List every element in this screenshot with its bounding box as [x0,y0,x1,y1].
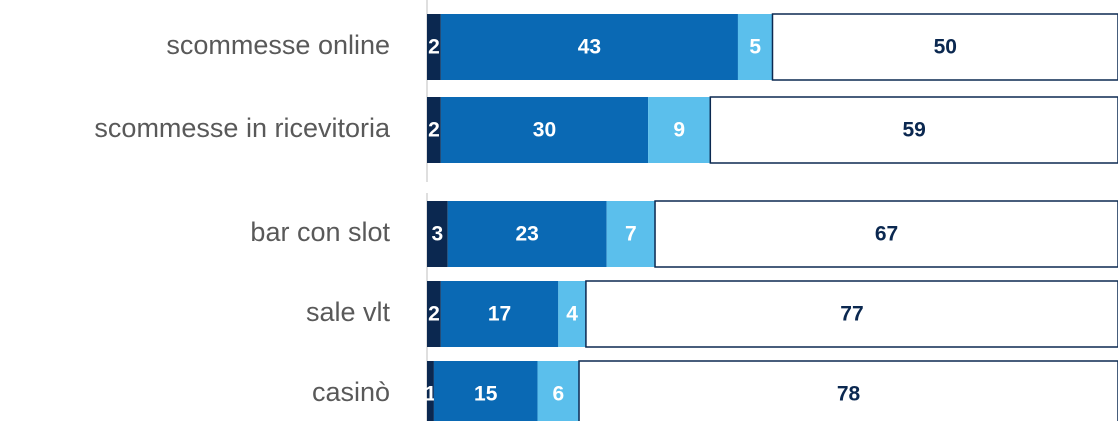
value-label: 3 [432,223,444,246]
value-label: 50 [934,36,957,59]
bar-segment [427,201,448,267]
value-label: 67 [875,223,898,246]
value-label: 5 [749,36,761,59]
bar-segment [709,96,1118,164]
bar-segment [427,97,441,163]
bar-segment [578,360,1118,421]
bar-segment [427,14,441,80]
bar-segment [558,281,586,347]
value-label: 59 [902,119,925,142]
category-label: bar con slot [250,217,390,247]
value-label: 2 [428,119,440,142]
value-label: 43 [578,36,601,59]
category-label: scommesse in ricevitoria [94,113,391,143]
value-label: 23 [516,223,539,246]
value-label: 17 [488,303,511,326]
bar-segment [737,14,773,80]
category-label: casinò [312,377,390,407]
value-label: 4 [566,303,578,326]
category-label: scommesse online [166,30,390,60]
bar-segment [606,201,656,267]
value-label: 77 [840,303,863,326]
value-label: 30 [533,119,556,142]
value-label: 15 [474,383,498,406]
bar-segment [654,200,1118,268]
bar-segment [447,201,607,267]
value-label: 2 [428,36,440,59]
value-label: 1 [425,383,437,406]
bar-segment [648,97,711,163]
bar-segment [427,361,434,421]
bar-segment [440,281,559,347]
bar-segment [771,13,1118,81]
category-label: sale vlt [306,297,391,327]
bar-segment [585,280,1118,348]
bar-segment [440,14,738,80]
bar-segment [440,97,649,163]
value-label: 7 [625,223,637,246]
value-label: 78 [837,383,861,406]
bar-segment [427,281,441,347]
bar-segment [433,361,538,421]
bar-segment [537,361,580,421]
value-label: 6 [552,383,564,406]
value-label: 9 [673,119,685,142]
value-label: 2 [428,303,440,326]
